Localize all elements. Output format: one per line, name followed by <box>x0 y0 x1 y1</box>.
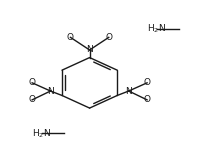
Text: N: N <box>47 87 54 95</box>
Text: O: O <box>144 78 151 87</box>
Text: O: O <box>67 33 74 42</box>
Text: O: O <box>105 33 112 42</box>
Text: N: N <box>86 45 93 54</box>
Text: O: O <box>29 95 36 104</box>
Text: N: N <box>125 87 132 95</box>
Text: H$_2$N: H$_2$N <box>147 22 166 35</box>
Text: O: O <box>29 78 36 87</box>
Text: O: O <box>144 95 151 104</box>
Text: H$_2$N: H$_2$N <box>32 127 51 140</box>
